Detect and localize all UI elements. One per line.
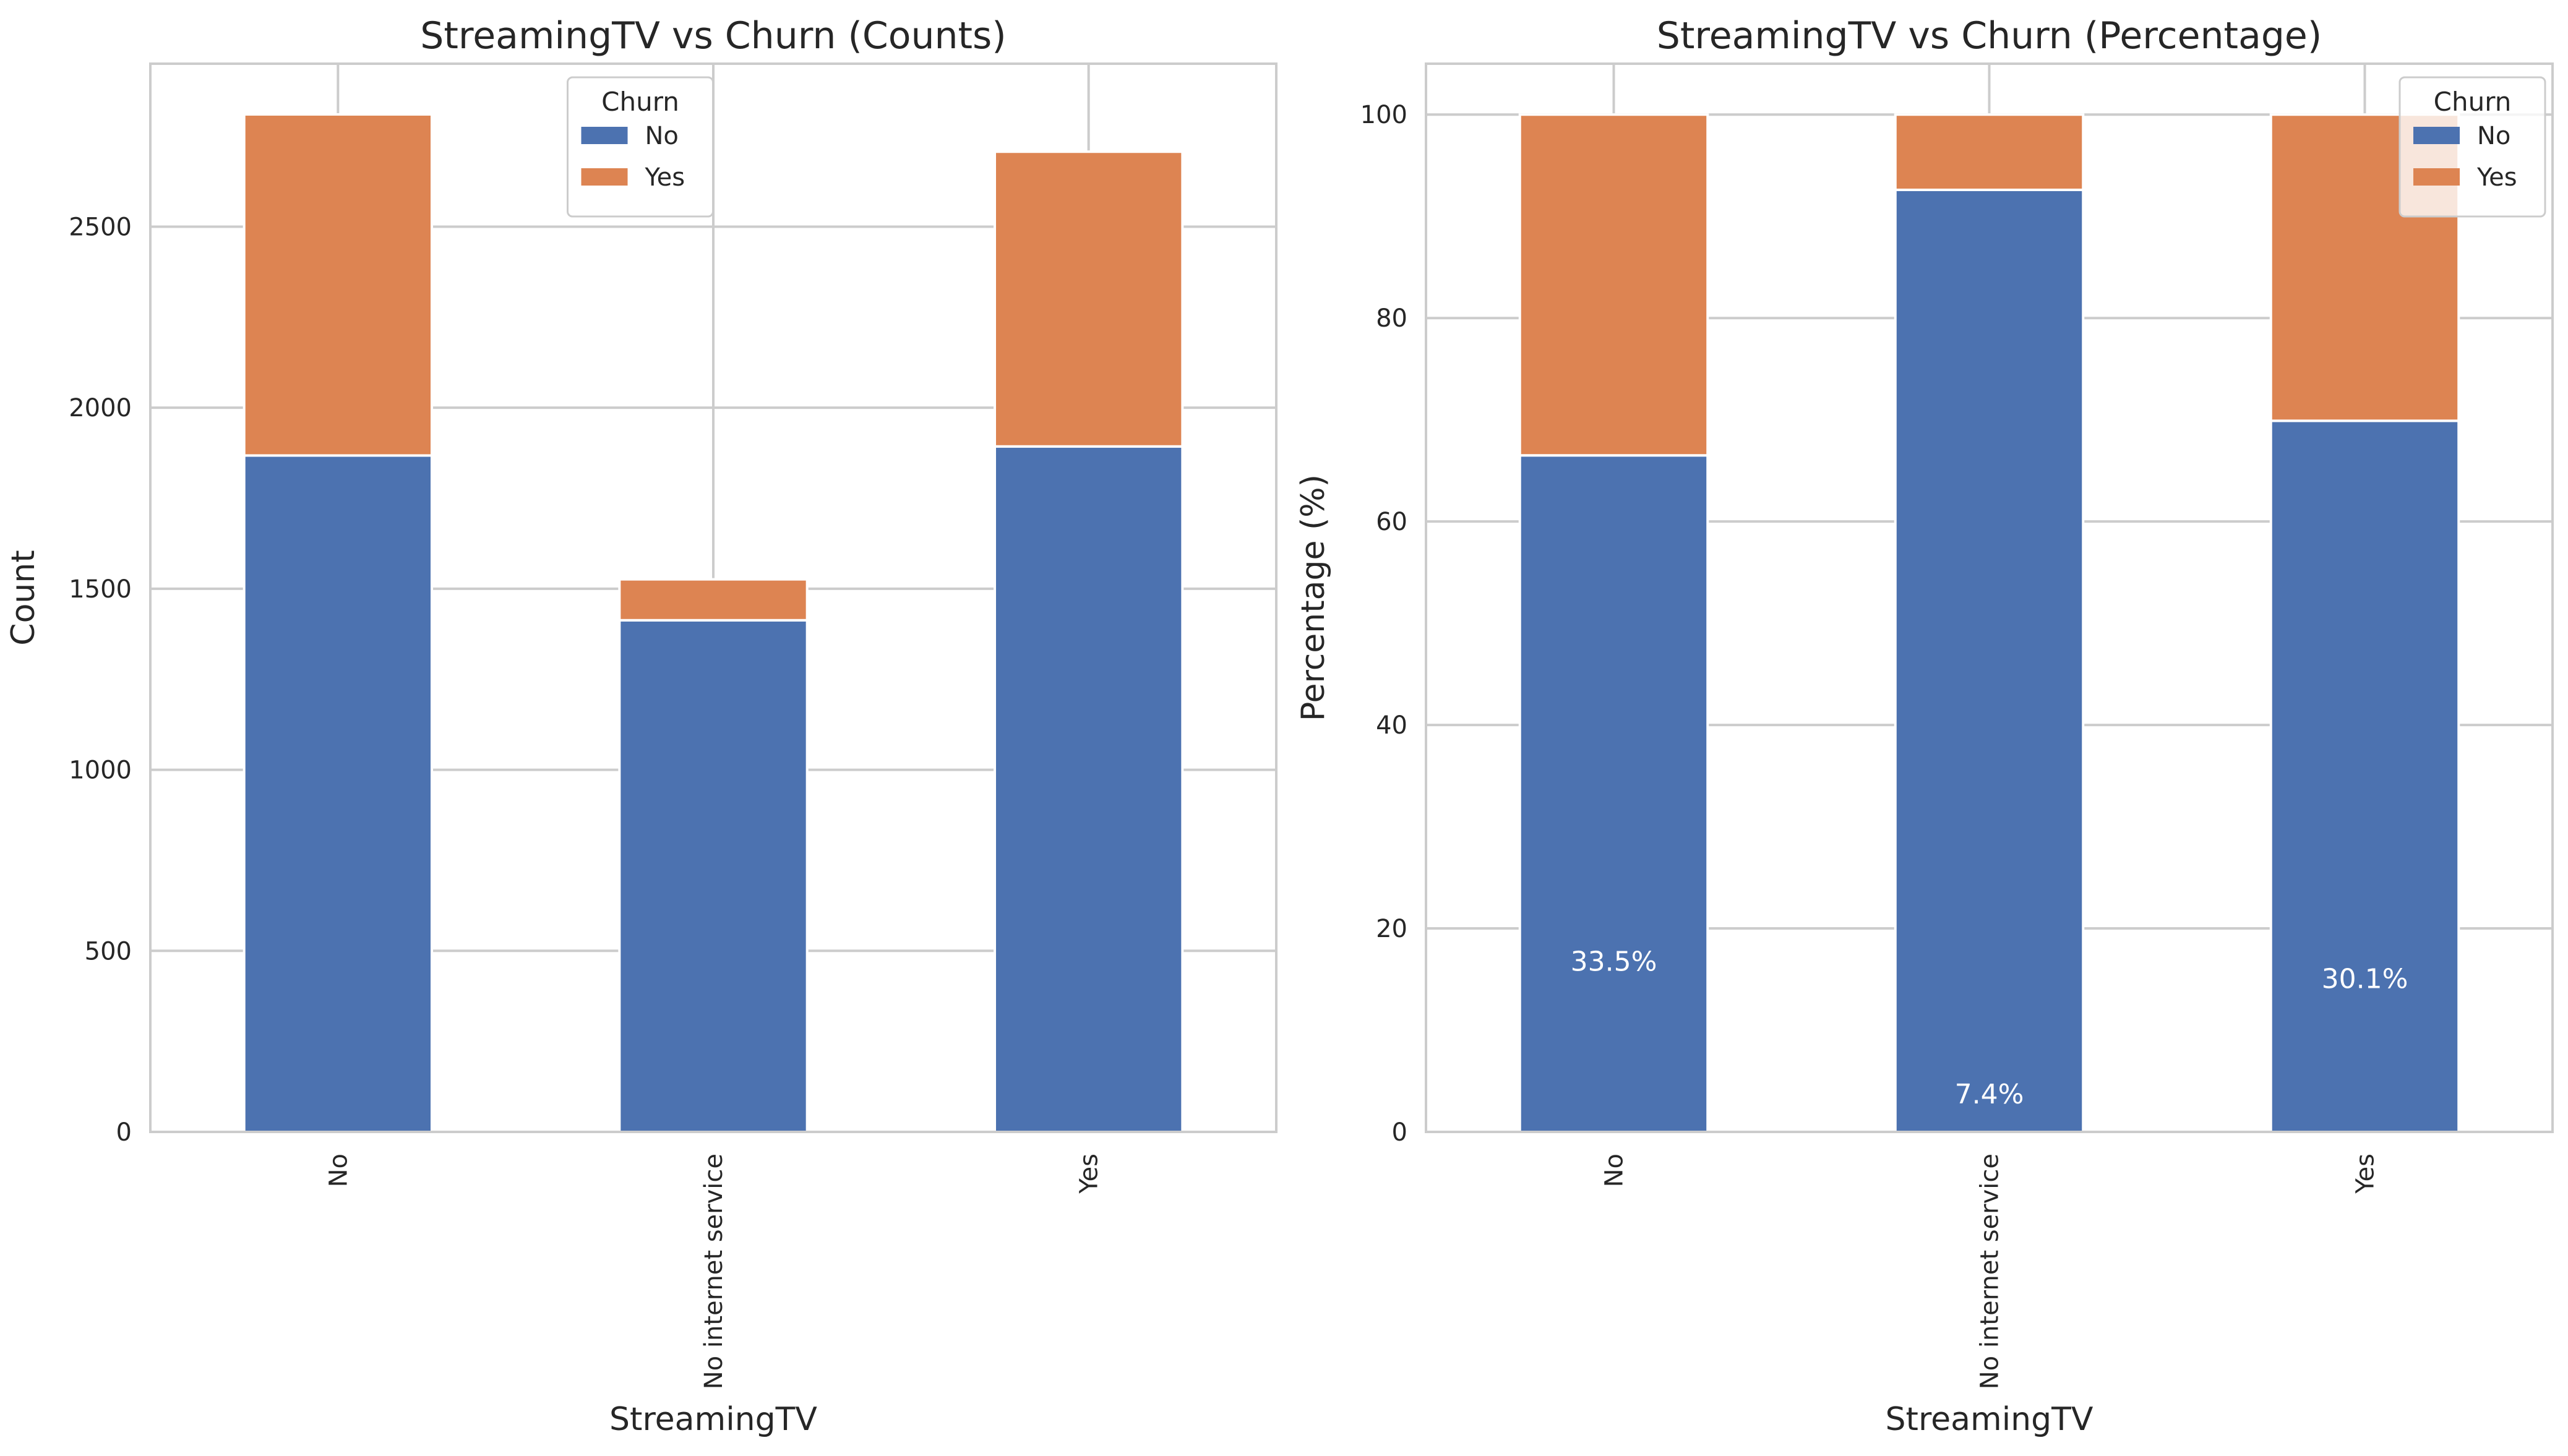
percentage-y-tick-0: 0: [1392, 1118, 1407, 1147]
percentage-bar-no-churn-no: [1518, 454, 1709, 1134]
counts-bar-no-churn-yes: [243, 113, 433, 457]
percentage-bar-label-yes: 30.1%: [2322, 963, 2408, 995]
counts-bar-yes-churn-yes: [994, 150, 1184, 448]
percentage-bar-yes-churn-no: [2269, 419, 2460, 1133]
percentage-legend-swatch-yes: [2413, 168, 2460, 186]
counts-bar-no-internet-service-churn-yes: [618, 578, 809, 622]
percentage-legend: Churn No Yes: [2398, 76, 2546, 218]
counts-x-tick-no: No: [324, 1154, 353, 1187]
percentage-x-tick-yes: Yes: [2351, 1154, 2380, 1194]
counts-chart: 0 500 1000 1500 2000 2500 No No internet servi…: [5, 14, 1278, 1438]
counts-legend-title: Churn: [601, 87, 679, 117]
percentage-y-tick-60: 60: [1376, 508, 1407, 536]
counts-x-tick-no-internet-service: No internet service: [700, 1154, 728, 1389]
percentage-bar-no-churn-yes: [1518, 113, 1709, 457]
counts-bar-no-churn-no: [243, 454, 433, 1133]
counts-legend: Churn No Yes: [567, 76, 714, 218]
counts-chart-title: StreamingTV vs Churn (Counts): [420, 14, 1006, 58]
counts-legend-label-no: No: [645, 122, 679, 150]
percentage-chart-title: StreamingTV vs Churn (Percentage): [1657, 14, 2322, 58]
counts-y-tick-1500: 1500: [69, 575, 132, 604]
counts-x-tick-yes: Yes: [1075, 1154, 1104, 1194]
counts-y-tick-2000: 2000: [69, 394, 132, 422]
percentage-bar-no-internet-service-churn-yes: [1894, 113, 2085, 191]
percentage-chart: 33.5% 7.4% 30.1% 0 20 40 60 80 100 No No interne…: [1295, 14, 2554, 1438]
counts-legend-swatch-yes: [581, 168, 628, 186]
counts-x-axis-label: StreamingTV: [609, 1401, 817, 1438]
counts-legend-label-yes: Yes: [645, 163, 685, 192]
percentage-legend-title: Churn: [2434, 87, 2512, 117]
percentage-y-axis-label: Percentage (%): [1295, 474, 1332, 721]
percentage-x-axis-label: StreamingTV: [1886, 1401, 2093, 1438]
percentage-bar-label-no-internet-service: 7.4%: [1955, 1079, 2024, 1110]
counts-y-tick-1000: 1000: [69, 756, 132, 785]
counts-plot-frame: [149, 62, 1278, 1133]
counts-y-tick-500: 500: [85, 937, 132, 966]
percentage-x-tick-no: No: [1600, 1154, 1629, 1187]
percentage-y-tick-100: 100: [1360, 101, 1407, 129]
percentage-legend-label-no: No: [2477, 122, 2510, 150]
counts-y-tick-0: 0: [116, 1118, 132, 1147]
counts-y-axis-label: Count: [5, 550, 42, 645]
percentage-plot-frame: [1425, 62, 2554, 1133]
percentage-y-tick-80: 80: [1376, 304, 1407, 333]
percentage-bar-label-no: 33.5%: [1571, 946, 1657, 978]
counts-y-tick-2500: 2500: [69, 213, 132, 241]
counts-bar-yes-churn-no: [994, 445, 1184, 1134]
percentage-y-tick-20: 20: [1376, 915, 1407, 943]
counts-legend-swatch-no: [581, 127, 628, 144]
percentage-legend-label-yes: Yes: [2476, 163, 2517, 192]
counts-bar-no-internet-service-churn-no: [618, 619, 809, 1133]
percentage-legend-swatch-no: [2413, 127, 2460, 144]
percentage-y-tick-40: 40: [1376, 711, 1407, 740]
percentage-x-tick-no-internet-service: No internet service: [1976, 1154, 2004, 1389]
percentage-bar-no-internet-service-churn-no: [1894, 188, 2085, 1134]
